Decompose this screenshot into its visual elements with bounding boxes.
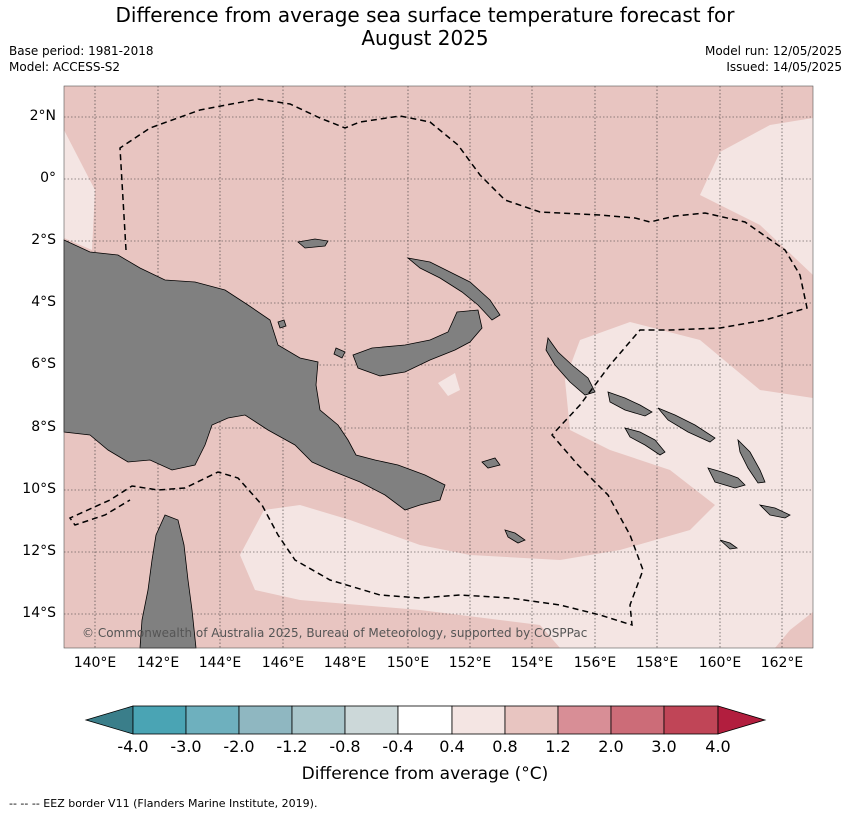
colorbar-tick-label: -2.0	[223, 737, 255, 756]
lat-label: 6°S	[31, 356, 56, 372]
eez-border-note: -- -- -- EEZ border V11 (Flanders Marine…	[9, 797, 318, 810]
colorbar-tick-label: -0.4	[382, 737, 414, 756]
lon-label: 150°E	[386, 655, 430, 671]
lon-label: 146°E	[261, 655, 305, 671]
colorbar-tick-label: 3.0	[651, 737, 677, 756]
colorbar-tick-label: 2.0	[598, 737, 624, 756]
solomon-4	[737, 438, 766, 484]
meta-left: Base period: 1981-2018 Model: ACCESS-S2	[9, 43, 154, 75]
colorbar-tick-label: 1.2	[545, 737, 571, 756]
colorbar-tick-label: 0.8	[492, 737, 518, 756]
anomaly-patch-small	[438, 373, 460, 396]
colorbar-tick-label: -1.2	[276, 737, 308, 756]
small-island-3	[719, 539, 739, 550]
colorbar-bin-8	[504, 705, 559, 735]
solomon-5	[707, 467, 746, 489]
lat-label: 14°S	[22, 605, 56, 621]
cape-york	[139, 514, 197, 649]
title-line-1: Difference from average sea surface temp…	[115, 3, 735, 27]
lon-label: 160°E	[698, 655, 742, 671]
lat-label: 2°N	[29, 108, 56, 124]
new-ireland	[406, 257, 501, 321]
colorbar-tick-label: -3.0	[170, 737, 202, 756]
meta-right: Model run: 12/05/2025 Issued: 14/05/2025	[705, 43, 842, 75]
colorbar-title: Difference from average (°C)	[301, 764, 549, 784]
new-guinea-island	[63, 239, 446, 511]
bougainville	[545, 336, 596, 396]
colorbar-tick-label: 4.0	[705, 737, 731, 756]
manus-island	[297, 238, 329, 249]
anomaly-region-northeast	[700, 118, 813, 275]
louisiade-1	[481, 457, 501, 469]
lon-label: 154°E	[510, 655, 554, 671]
colorbar-bin-2	[185, 705, 240, 735]
base-period: Base period: 1981-2018	[9, 44, 154, 58]
colorbar-tick-label: 0.4	[439, 737, 465, 756]
lon-label: 142°E	[136, 655, 180, 671]
small-island-1	[277, 319, 287, 329]
solomon-1	[607, 391, 653, 417]
map-title: Difference from average sea surface temp…	[0, 4, 850, 50]
lon-label: 162°E	[760, 655, 804, 671]
lat-label: 2°S	[31, 232, 56, 248]
lon-label: 148°E	[323, 655, 367, 671]
colorbar-extend-right	[717, 705, 767, 735]
solomon-3	[624, 427, 666, 456]
lat-label: 12°S	[22, 543, 56, 559]
lon-label: 158°E	[635, 655, 679, 671]
colorbar-bin-6	[397, 705, 453, 735]
colorbar-bin-5	[344, 705, 399, 735]
copyright-notice: © Commonwealth of Australia 2025, Bureau…	[82, 626, 588, 640]
colorbar-tick-label: -4.0	[117, 737, 149, 756]
model-name: Model: ACCESS-S2	[9, 60, 121, 74]
eez-png-border	[68, 98, 808, 627]
colorbar-tick-label: -0.8	[329, 737, 361, 756]
title-line-2: August 2025	[361, 26, 489, 50]
lon-label: 140°E	[73, 655, 117, 671]
colorbar-bin-1	[132, 705, 187, 735]
colorbar-bin-10	[610, 705, 665, 735]
anomaly-region-south-east	[775, 612, 813, 648]
louisiade-2	[504, 529, 526, 544]
map-frame	[63, 85, 814, 649]
anomaly-region-solomon	[240, 322, 813, 648]
issued-date: Issued: 14/05/2025	[726, 60, 842, 74]
lat-label: 0°	[40, 170, 56, 186]
lon-label: 156°E	[573, 655, 617, 671]
model-run: Model run: 12/05/2025	[704, 44, 842, 58]
colorbar-bin-9	[557, 705, 612, 735]
colorbar-bin-11	[663, 705, 719, 735]
lat-label: 8°S	[31, 419, 56, 435]
lat-label: 4°S	[31, 294, 56, 310]
colorbar-bin-4	[291, 705, 346, 735]
lat-label: 10°S	[22, 481, 56, 497]
colorbar-extend-left	[84, 705, 134, 735]
anomaly-region-west	[64, 130, 95, 250]
colorbar-bin-3	[238, 705, 293, 735]
colorbar-bin-7	[451, 705, 506, 735]
new-britain	[352, 309, 483, 377]
land	[63, 238, 791, 649]
solomon-2	[657, 407, 716, 443]
colorbar	[84, 705, 767, 735]
lon-label: 144°E	[198, 655, 242, 671]
rennell-island	[758, 504, 791, 519]
lon-label: 152°E	[448, 655, 492, 671]
eez-borders	[68, 98, 808, 627]
small-island-2	[333, 347, 346, 359]
